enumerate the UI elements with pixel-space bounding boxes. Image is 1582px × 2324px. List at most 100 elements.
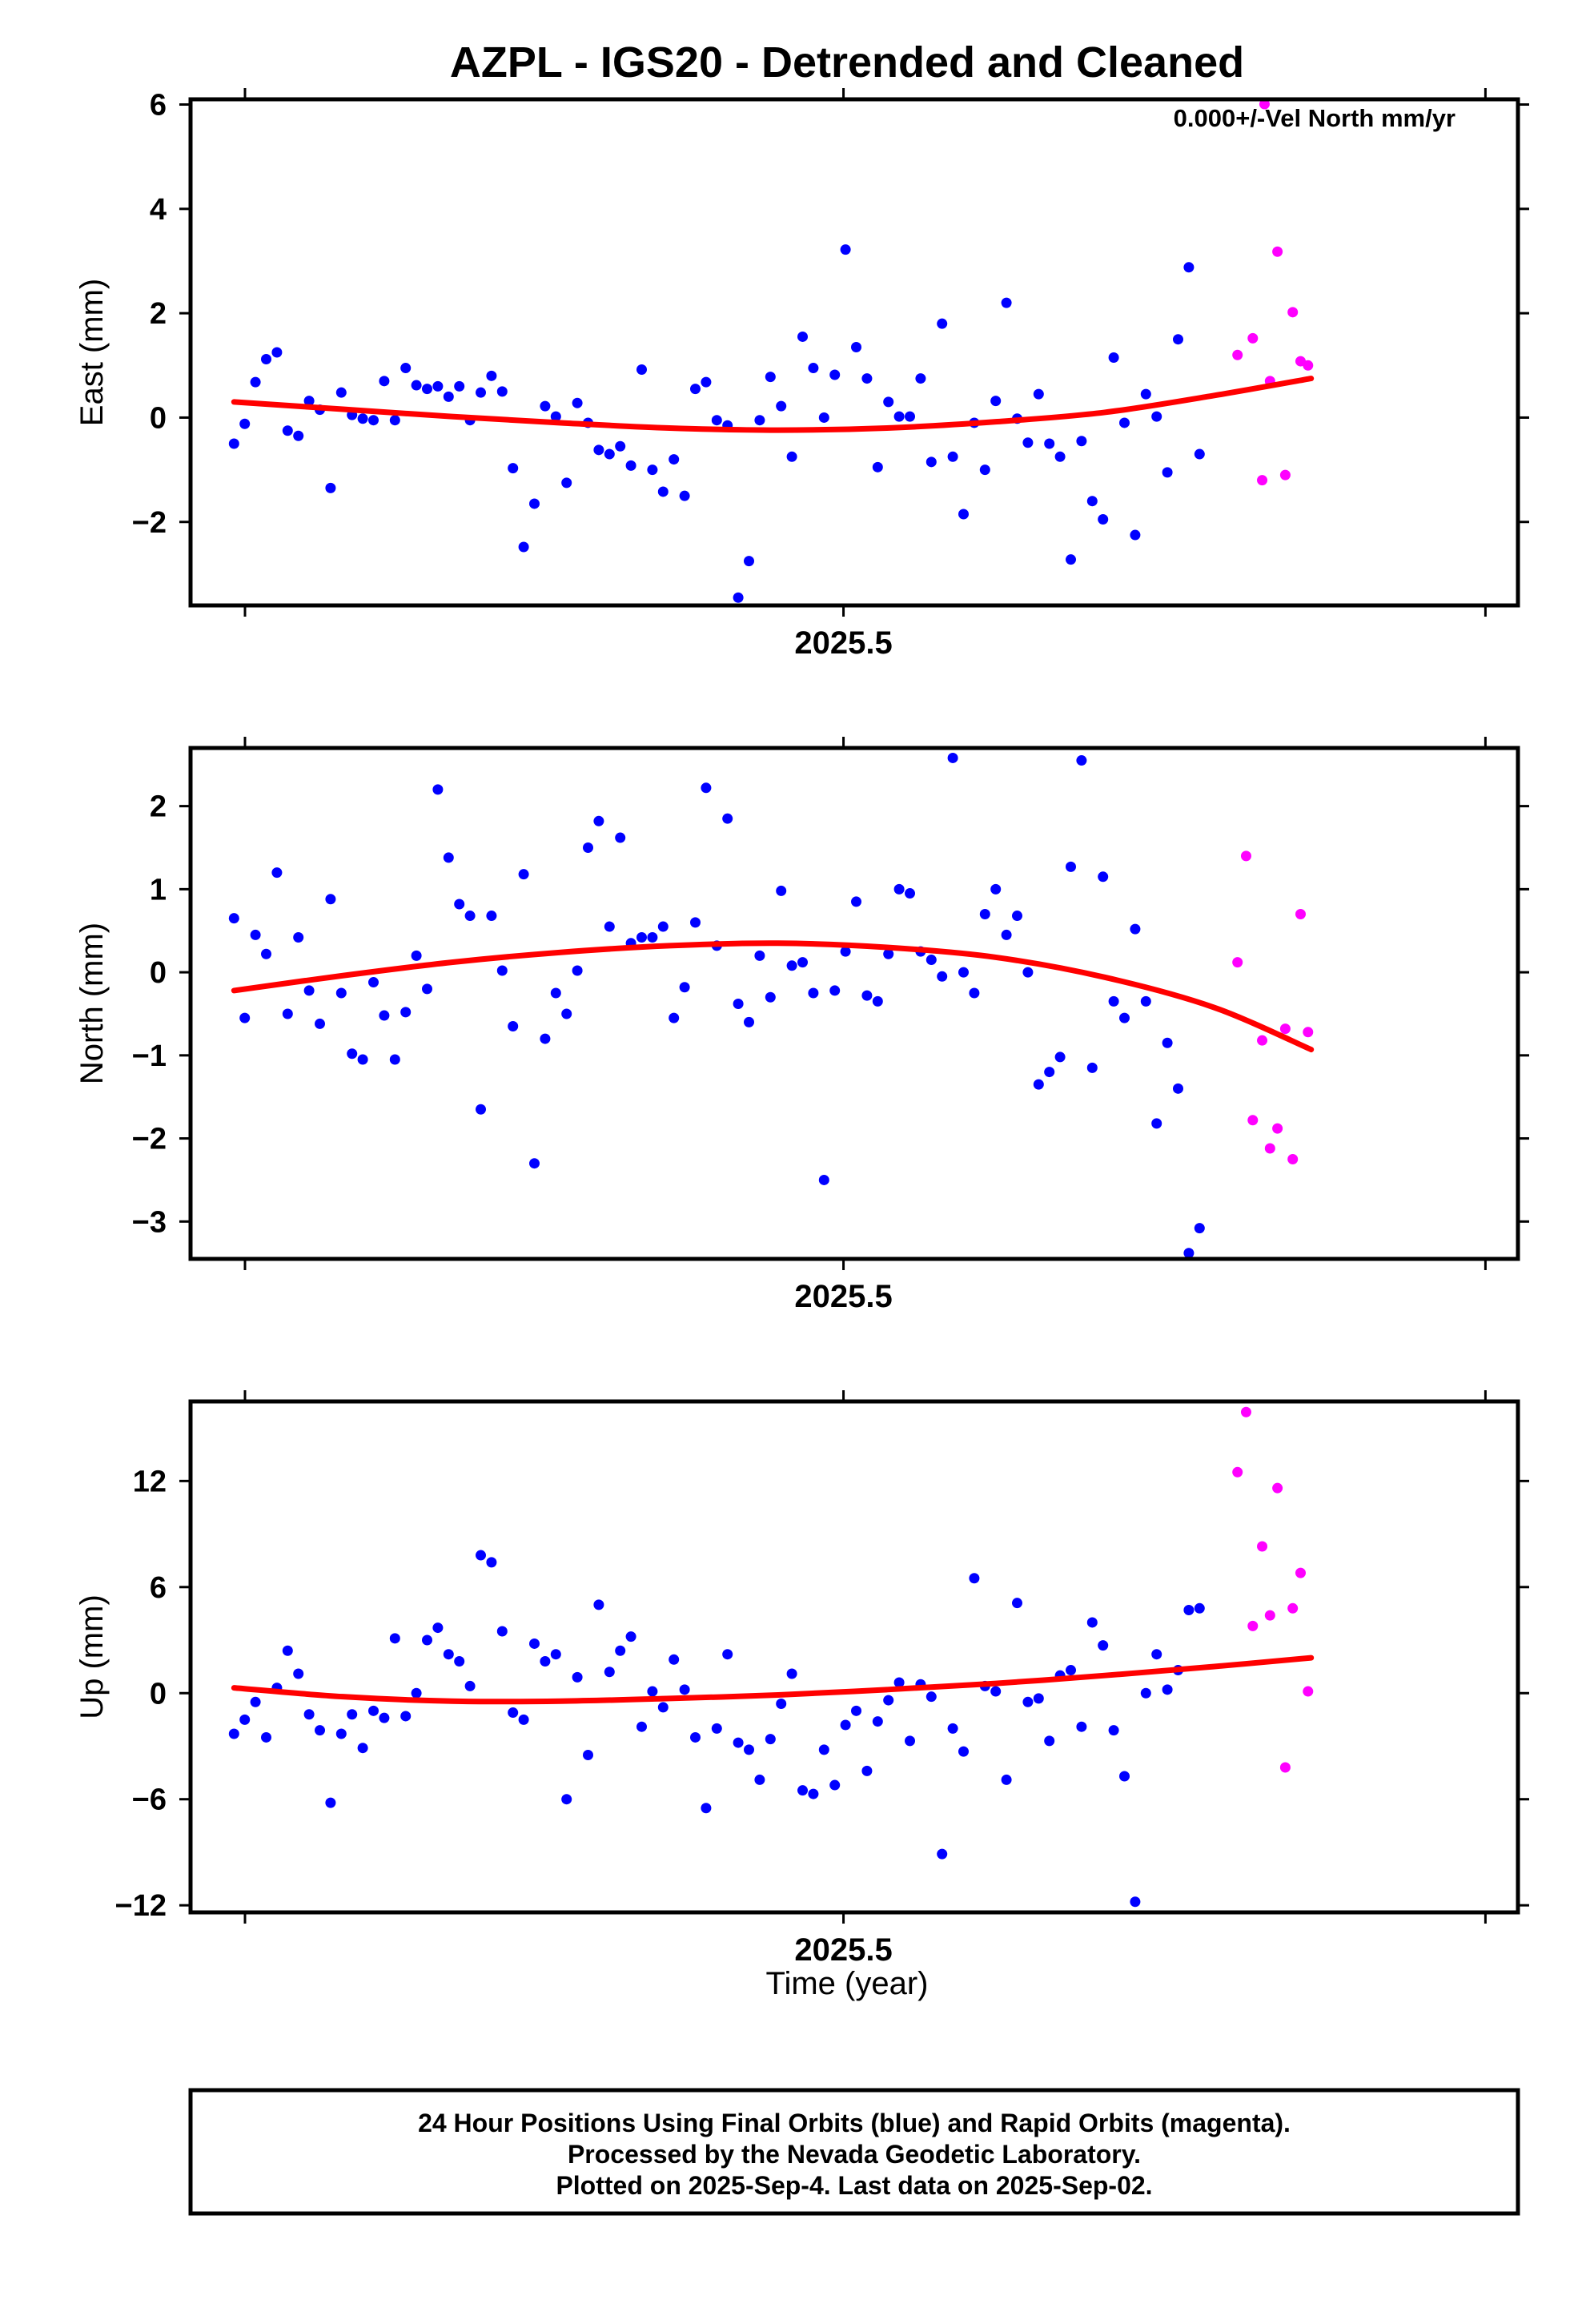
final-orbit-point: [893, 411, 905, 422]
final-orbit-point: [496, 1626, 508, 1637]
final-orbit-point: [228, 1728, 239, 1739]
final-orbit-point: [776, 400, 787, 412]
rapid-orbit-point: [1279, 1762, 1291, 1773]
y-tick-label: 2: [150, 790, 167, 824]
final-orbit-point: [529, 498, 540, 509]
final-orbit-point: [754, 950, 765, 961]
final-orbit-point: [979, 464, 990, 476]
final-orbit-point: [561, 477, 572, 489]
final-orbit-point: [1076, 1721, 1087, 1732]
data-layer: [228, 1406, 1315, 1908]
final-orbit-point: [476, 1104, 487, 1115]
final-orbit-point: [357, 1054, 368, 1065]
y-axis-label: North (mm): [74, 923, 110, 1084]
final-orbit-point: [690, 1731, 701, 1743]
final-orbit-point: [1108, 995, 1119, 1007]
final-orbit-point: [1012, 911, 1023, 922]
y-tick-label: 1: [150, 873, 167, 907]
final-orbit-point: [1098, 871, 1109, 883]
final-orbit-point: [271, 347, 283, 358]
rapid-orbit-point: [1303, 1686, 1314, 1697]
footer-frame: [188, 2088, 1520, 2216]
final-orbit-point: [604, 921, 615, 932]
rapid-orbit-point: [1279, 1023, 1291, 1035]
final-orbit-point: [937, 971, 948, 982]
final-orbit-point: [883, 1695, 894, 1706]
final-orbit-point: [851, 341, 862, 352]
final-orbit-point: [1194, 448, 1205, 460]
final-orbit-point: [851, 896, 862, 907]
final-orbit-point: [765, 372, 776, 383]
final-orbit-point: [368, 977, 379, 988]
final-orbit-point: [690, 384, 701, 395]
final-orbit-point: [1086, 496, 1098, 507]
final-orbit-point: [733, 1737, 744, 1748]
final-orbit-point: [529, 1158, 540, 1169]
final-orbit-point: [261, 1731, 272, 1743]
fit-curve: [231, 940, 1315, 1053]
final-orbit-point: [443, 852, 454, 863]
final-orbit-point: [679, 1684, 690, 1695]
final-orbit-point: [958, 1746, 970, 1757]
final-orbit-point: [893, 883, 905, 895]
final-orbit-point: [905, 411, 916, 422]
final-orbit-point: [722, 1649, 733, 1660]
final-orbit-point: [347, 1048, 358, 1059]
final-orbit-point: [239, 1012, 251, 1023]
rapid-orbit-point: [1295, 1567, 1306, 1578]
final-orbit-point: [315, 1018, 326, 1029]
final-orbit-point: [1098, 1640, 1109, 1651]
final-orbit-point: [711, 1723, 722, 1734]
final-orbit-point: [808, 987, 819, 999]
final-orbit-point: [228, 438, 239, 449]
final-orbit-point: [1173, 1083, 1184, 1094]
final-orbit-point: [926, 955, 937, 966]
final-orbit-point: [1194, 1223, 1205, 1234]
plot-frame: [188, 97, 1520, 608]
final-orbit-point: [969, 987, 980, 999]
final-orbit-point: [1119, 1771, 1130, 1782]
final-orbit-point: [851, 1705, 862, 1716]
final-orbit-point: [315, 1725, 326, 1736]
final-orbit-point: [1119, 1012, 1130, 1023]
final-orbit-point: [271, 867, 283, 879]
final-orbit-point: [958, 967, 970, 978]
final-orbit-point: [583, 842, 594, 853]
rapid-orbit-point: [1240, 1406, 1251, 1417]
final-orbit-point: [625, 460, 636, 471]
final-orbit-point: [1001, 1774, 1012, 1785]
final-orbit-point: [905, 1735, 916, 1747]
final-orbit-point: [443, 1649, 454, 1660]
final-orbit-point: [733, 592, 744, 603]
final-orbit-point: [1076, 436, 1087, 447]
final-orbit-point: [432, 784, 444, 795]
final-orbit-point: [840, 244, 851, 255]
final-orbit-point: [379, 1010, 390, 1021]
final-orbit-point: [303, 1709, 315, 1720]
final-orbit-point: [872, 1716, 883, 1727]
x-axis-label: Time (year): [766, 1966, 929, 2001]
final-orbit-point: [1162, 1037, 1173, 1048]
final-orbit-point: [250, 1696, 261, 1707]
final-orbit-point: [379, 1712, 390, 1723]
final-orbit-point: [669, 1654, 680, 1665]
final-orbit-point: [293, 1668, 304, 1679]
rapid-orbit-point: [1257, 475, 1268, 486]
final-orbit-point: [947, 451, 958, 462]
final-orbit-point: [1098, 513, 1109, 525]
rapid-orbit-point: [1295, 908, 1306, 919]
final-orbit-point: [239, 418, 251, 429]
fit-curve: [231, 1655, 1315, 1705]
final-orbit-point: [615, 832, 626, 843]
final-orbit-point: [368, 1705, 379, 1716]
rapid-orbit-point: [1264, 1143, 1275, 1154]
final-orbit-point: [1119, 417, 1130, 428]
final-orbit-point: [797, 331, 809, 342]
final-orbit-point: [1033, 1693, 1044, 1704]
final-orbit-point: [1151, 411, 1162, 422]
final-orbit-point: [615, 1645, 626, 1656]
final-orbit-point: [818, 1744, 829, 1755]
final-orbit-point: [893, 1677, 905, 1688]
final-orbit-point: [679, 982, 690, 993]
final-orbit-point: [1066, 861, 1077, 872]
